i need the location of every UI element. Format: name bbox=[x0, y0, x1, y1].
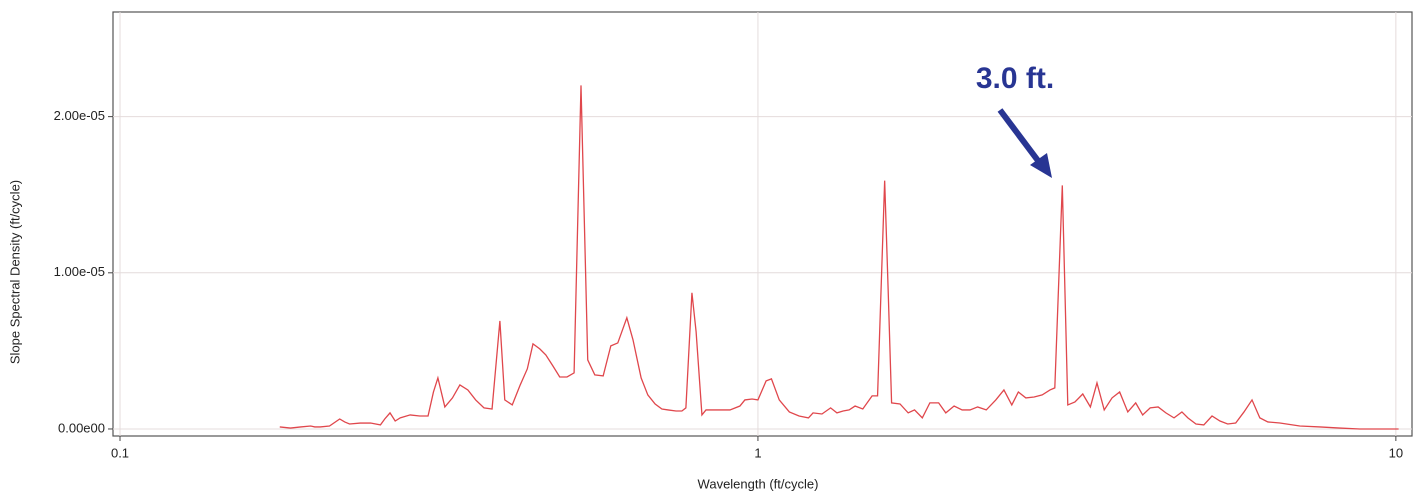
data-line bbox=[279, 85, 1399, 430]
plot-area bbox=[112, 11, 1413, 437]
y-tick-label: 1.00e-05 bbox=[54, 264, 105, 279]
x-tick-label: 1 bbox=[754, 445, 761, 460]
annotation-arrow bbox=[997, 108, 1045, 168]
annotation: 3.0 ft. bbox=[976, 62, 1054, 95]
y-axis-label: Slope Spectral Density (ft/cycle) bbox=[7, 180, 22, 364]
y-tick-label: 2.00e-05 bbox=[54, 108, 105, 123]
y-tick-label: 0.00e00 bbox=[58, 420, 105, 435]
x-axis-label: Wavelength (ft/cycle) bbox=[698, 476, 819, 491]
x-tick-label: 10 bbox=[1389, 445, 1403, 460]
annotation-arrowhead bbox=[1030, 153, 1052, 178]
x-tick-label: 0.1 bbox=[111, 445, 129, 460]
